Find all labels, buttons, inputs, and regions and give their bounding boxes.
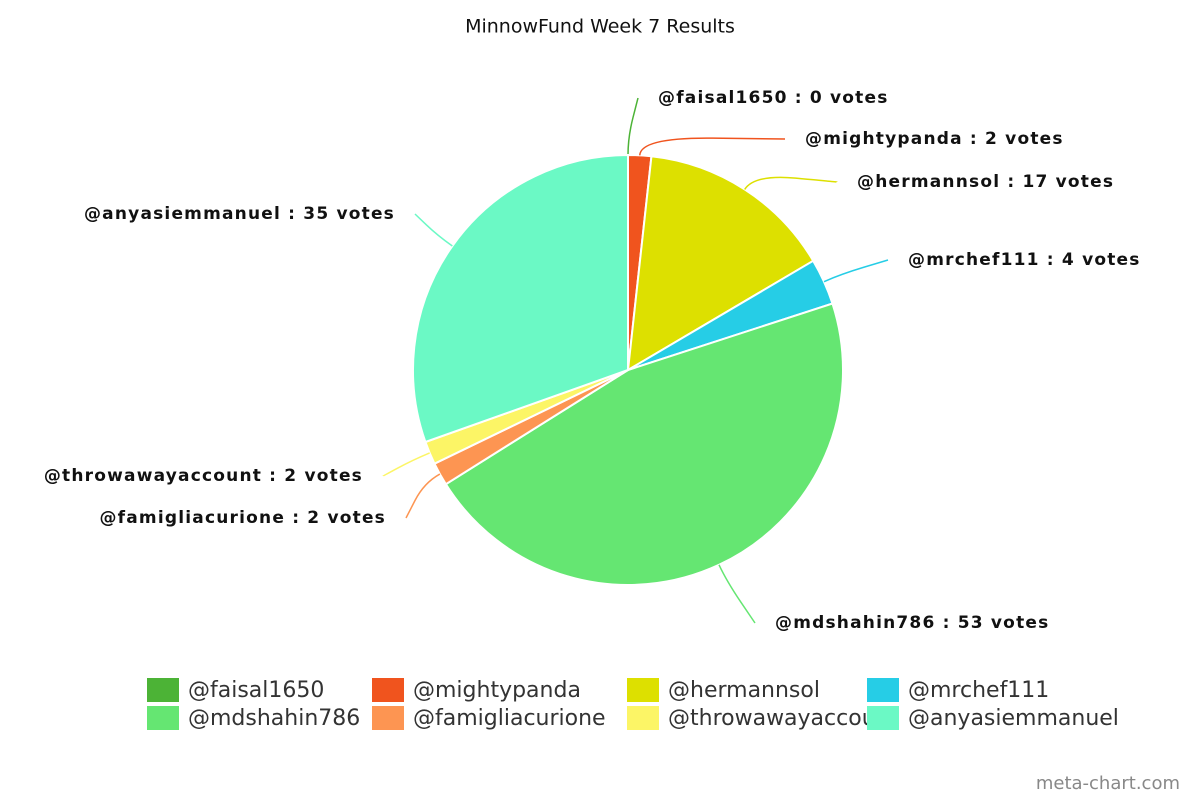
data-label: @hermannsol : 17 votes bbox=[857, 172, 1114, 192]
legend-swatch bbox=[867, 706, 899, 730]
data-label: @faisal1650 : 0 votes bbox=[658, 88, 889, 108]
legend-swatch bbox=[627, 678, 659, 702]
legend-label: @throwawayaccount bbox=[668, 706, 899, 731]
legend-swatch bbox=[867, 678, 899, 702]
leader-line bbox=[744, 176, 838, 190]
leader-line bbox=[638, 137, 786, 156]
legend-label: @faisal1650 bbox=[188, 678, 324, 703]
pie-slice bbox=[412, 153, 629, 444]
legend-label: @mrchef111 bbox=[908, 678, 1049, 703]
data-label: @mdshahin786 : 53 votes bbox=[775, 613, 1049, 633]
leader-line bbox=[627, 97, 639, 156]
legend-label: @famigliacurione bbox=[413, 706, 606, 731]
leader-line bbox=[382, 452, 430, 477]
watermark: meta-chart.com bbox=[1036, 773, 1180, 794]
legend-label: @mightypanda bbox=[413, 678, 581, 703]
data-label: @mightypanda : 2 votes bbox=[805, 129, 1064, 149]
leader-line bbox=[718, 564, 756, 624]
legend-swatch bbox=[147, 706, 179, 730]
pie-slice bbox=[626, 155, 815, 372]
leader-line bbox=[414, 213, 453, 247]
leader-line bbox=[405, 473, 441, 519]
legend-label: @anyasiemmanuel bbox=[908, 706, 1119, 731]
data-label: @mrchef111 : 4 votes bbox=[908, 250, 1141, 270]
pie-slice bbox=[444, 302, 844, 586]
legend-label: @hermannsol bbox=[668, 678, 820, 703]
data-label: @throwawayaccount : 2 votes bbox=[44, 466, 363, 486]
legend-swatch bbox=[627, 706, 659, 730]
legend-label: @mdshahin786 bbox=[188, 706, 360, 731]
data-label: @famigliacurione : 2 votes bbox=[99, 508, 386, 528]
chart-title: MinnowFund Week 7 Results bbox=[465, 16, 735, 38]
legend-swatch bbox=[372, 706, 404, 730]
leader-line bbox=[823, 259, 889, 283]
legend-swatch bbox=[372, 678, 404, 702]
data-label: @anyasiemmanuel : 35 votes bbox=[84, 204, 395, 224]
legend-swatch bbox=[147, 678, 179, 702]
